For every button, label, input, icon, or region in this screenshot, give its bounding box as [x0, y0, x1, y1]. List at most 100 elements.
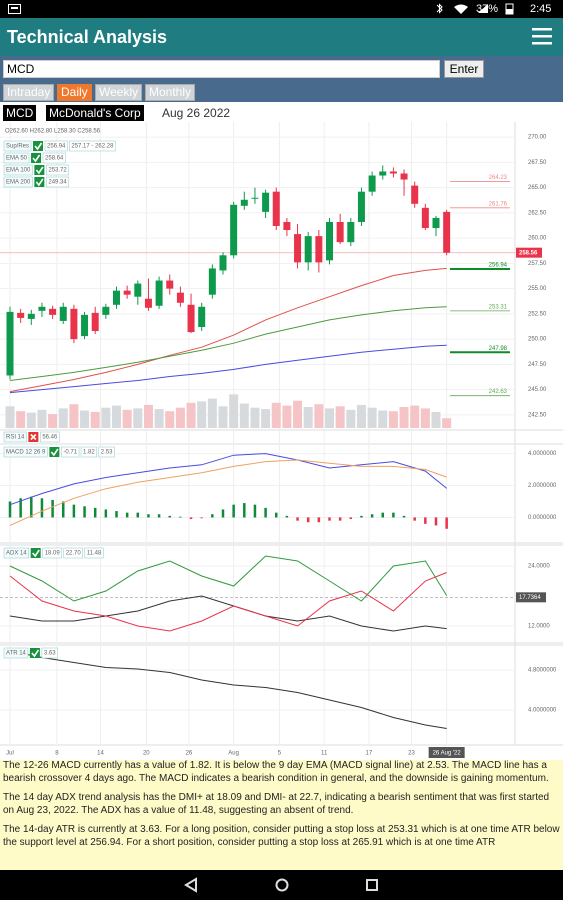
ohlc-label: O262.60 H262.80 L258.30 C258.56: [5, 129, 101, 135]
enter-button[interactable]: Enter: [444, 60, 484, 78]
volume-bar: [271, 402, 281, 428]
candle-body: [315, 236, 323, 263]
volume-bar: [37, 409, 47, 428]
volume-bar: [239, 403, 249, 428]
histogram-bar: [381, 512, 384, 518]
notification-icon: [8, 4, 21, 14]
y-tick-label: 265.00: [528, 185, 547, 191]
volume-bar: [229, 394, 239, 428]
volume-bar: [143, 404, 153, 428]
level-label: 247.98: [489, 346, 508, 352]
candle-body: [294, 234, 302, 263]
recents-button[interactable]: [366, 879, 378, 891]
histogram-bar: [243, 503, 246, 518]
volume-bar: [367, 407, 377, 428]
y-tick-label: 245.00: [528, 387, 547, 393]
candle-body: [176, 292, 184, 303]
volume-bar: [122, 409, 132, 428]
legend-name: ATR 14: [6, 651, 27, 657]
candle-body: [70, 308, 78, 340]
legend-name-box: [3, 176, 33, 188]
histogram-bar: [253, 504, 257, 518]
toggle-on: [29, 648, 40, 658]
legend-name: EMA 200: [6, 180, 31, 186]
legend-name-box: [3, 431, 27, 443]
tab[interactable]: Daily: [57, 84, 92, 101]
legend-value: 56.46: [42, 435, 58, 441]
x-tick-label: 11: [321, 751, 328, 757]
candle-body: [91, 312, 99, 332]
volume-bar: [186, 402, 196, 428]
volume-bar: [442, 418, 452, 428]
volume-bar: [303, 407, 313, 428]
x-tick-label: Jul: [6, 751, 14, 757]
volume-bar: [197, 401, 207, 428]
toggle-on: [31, 153, 42, 163]
clock: 2:45: [530, 3, 552, 15]
battery-icon: [505, 3, 514, 15]
volume-bar: [48, 414, 58, 428]
candle-body: [38, 306, 46, 311]
legend-name: EMA 50: [6, 156, 28, 162]
volume-bar: [16, 411, 26, 428]
legend-value: 249.34: [48, 180, 67, 186]
histogram-bar: [115, 511, 118, 518]
volume-bar: [101, 407, 111, 428]
search-input[interactable]: MCD: [3, 60, 440, 78]
toggle-icon: [34, 142, 43, 151]
back-button[interactable]: [184, 877, 197, 893]
candle-body: [262, 192, 270, 212]
candle-body: [368, 175, 376, 192]
histogram-bar: [8, 501, 12, 518]
indicator-line: [9, 650, 447, 729]
indicator-line: [9, 459, 447, 526]
status-icons: [436, 3, 488, 14]
legend-name-box: [3, 152, 30, 164]
legend-name-box: [3, 140, 32, 152]
indicator-line: [9, 555, 448, 602]
menu-button[interactable]: [532, 28, 554, 46]
legend-value-box: [80, 446, 98, 458]
volume-bar: [69, 404, 79, 428]
histogram-bar: [211, 514, 214, 518]
toggle-icon: [30, 433, 37, 441]
histogram-bar: [306, 517, 310, 523]
volume-bar: [5, 406, 15, 428]
price-label-box: [516, 247, 542, 258]
home-button[interactable]: [275, 878, 289, 892]
x-tick-label: Aug: [228, 751, 239, 757]
volume-bar: [218, 406, 228, 428]
tab[interactable]: Intraday: [3, 84, 55, 101]
y-tick-label: 250.00: [528, 337, 547, 343]
toggle-icon: [32, 154, 41, 163]
x-tick-label: 20: [143, 751, 150, 757]
volume-bar: [346, 409, 356, 428]
legend-value: 2.53: [101, 450, 113, 456]
candle-body: [219, 255, 227, 271]
x-tick-label: 26: [186, 751, 193, 757]
legend-value: 253.72: [48, 168, 67, 174]
paragraph: The 12-26 MACD currently has a value of …: [3, 760, 549, 784]
candle-body: [389, 171, 397, 174]
legend-value-box: [46, 176, 70, 188]
histogram-bar: [19, 498, 22, 518]
legend-value-box: [46, 164, 70, 176]
candle-body: [81, 314, 89, 337]
legend-value: -0.71: [63, 450, 77, 456]
tabs: Intraday Daily Weekly Monthly: [0, 82, 563, 102]
legend-name: MACD 12 26 9: [6, 450, 46, 456]
tab[interactable]: Weekly: [95, 84, 143, 101]
histogram-bar: [62, 501, 65, 518]
volume-bar: [388, 411, 398, 428]
y-tick-label: 242.50: [528, 412, 547, 418]
candle-body: [251, 197, 259, 199]
candle-body: [400, 173, 408, 180]
tab[interactable]: Monthly: [145, 84, 196, 101]
y-tick-label: 12.0000: [528, 624, 550, 630]
candle-body: [421, 207, 429, 229]
y-tick-label: 257.50: [528, 261, 547, 267]
histogram-bar: [221, 509, 225, 518]
histogram-bar: [445, 517, 448, 529]
candle-body: [283, 221, 291, 231]
level-label: 256.94: [489, 263, 508, 269]
